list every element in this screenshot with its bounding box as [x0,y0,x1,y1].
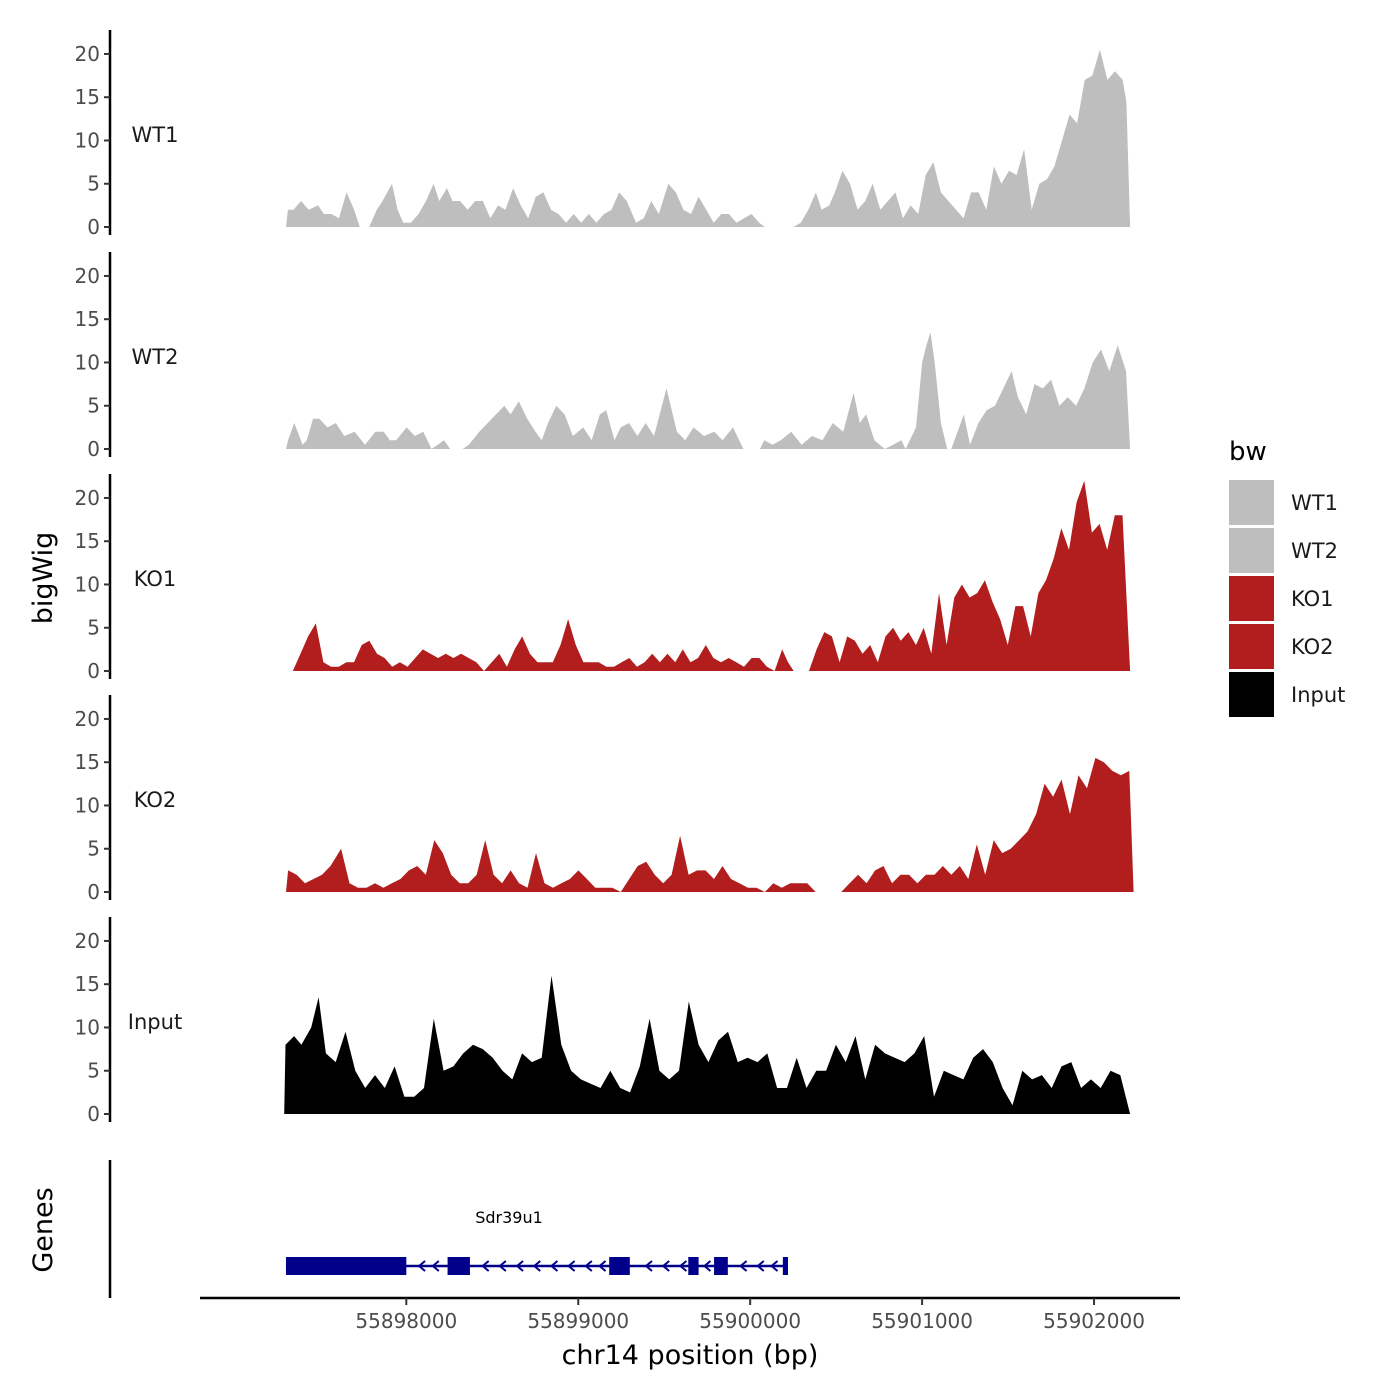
strand-arrow-icon [678,1260,688,1272]
y-tick-label: 5 [87,616,100,640]
gene-exon [782,1257,788,1275]
y-tick-label: 10 [75,128,100,152]
y-tick-label: 15 [75,85,100,109]
track-label-input: Input [128,1010,182,1034]
gene-label: Sdr39u1 [475,1208,543,1227]
track-label-wt1: WT1 [132,123,179,147]
y-tick-label: 0 [87,437,100,461]
strand-arrow-icon [417,1260,426,1272]
strand-arrow-icon [481,1260,490,1272]
strand-arrow-icon [584,1260,593,1272]
strand-arrow-icon [756,1260,765,1272]
strand-arrow-icon [598,1260,607,1272]
signal-area-wt1 [286,49,1131,227]
y-tick-label: 5 [87,837,100,861]
legend-swatch-input [1229,672,1274,717]
track-label-ko2: KO2 [134,788,177,812]
signal-area-ko1 [292,480,1131,671]
y-tick-label: 20 [75,486,100,510]
strand-arrow-icon [515,1260,524,1272]
y-tick-label: 5 [87,394,100,418]
y-tick-label: 20 [75,707,100,731]
legend-label-wt1: WT1 [1291,491,1338,515]
gene-exon [688,1257,699,1275]
y-tick-label: 10 [75,793,100,817]
y-tick-label: 20 [75,42,100,66]
y-tick-label: 15 [75,972,100,996]
x-tick-label: 55898000 [355,1309,457,1333]
y-tick-label: 20 [75,929,100,953]
y-tick-label: 15 [75,529,100,553]
track-panel-wt2: 0 5 10 15 20 WT2 [75,252,1131,461]
strand-arrow-icon [739,1260,748,1272]
track-panel-input: 0 5 10 15 20 Input [75,917,1131,1126]
strand-arrow-icon [644,1260,653,1272]
strand-arrow-icon [769,1260,779,1272]
x-tick-label: 55899000 [527,1309,629,1333]
gene-panel: Sdr39u1 [108,1160,788,1298]
strand-arrow-icon [702,1260,712,1272]
strand-arrow-icon [431,1260,440,1272]
y-axis-title: bigWig [28,532,59,625]
x-axis: 55898000 55899000 55900000 55901000 55902000 [200,1296,1180,1333]
y-tick-label: 0 [87,659,100,683]
track-panel-wt1: 0 5 10 15 20 WT1 [75,30,1131,239]
signal-area-wt2 [286,332,1131,449]
gene-exon [714,1257,728,1275]
y-tick-label: 0 [87,1102,100,1126]
strand-arrow-icon [549,1260,559,1272]
x-tick-label: 55901000 [871,1309,973,1333]
legend-swatch-wt1 [1229,480,1274,525]
legend-swatch-wt2 [1229,528,1274,573]
track-label-ko1: KO1 [134,567,177,591]
track-panel-ko2: 0 5 10 15 20 KO2 [75,695,1134,904]
track-label-wt2: WT2 [132,345,179,369]
strand-arrow-icon [498,1260,507,1272]
legend-label-ko2: KO2 [1291,635,1334,659]
y-tick-label: 5 [87,172,100,196]
strand-arrow-icon [532,1260,541,1272]
genes-panel-title: Genes [28,1187,59,1272]
gene-exon [285,1257,407,1275]
legend-label-ko1: KO1 [1291,587,1334,611]
signal-area-ko2 [286,757,1134,892]
gene-exon [447,1257,470,1275]
legend-swatch-ko2 [1229,624,1274,669]
y-tick-label: 10 [75,350,100,374]
legend-label-wt2: WT2 [1291,539,1338,563]
signal-area-input [284,975,1131,1114]
y-tick-label: 15 [75,307,100,331]
x-tick-label: 55902000 [1043,1309,1145,1333]
y-tick-label: 0 [87,880,100,904]
y-tick-label: 10 [75,1015,100,1039]
y-tick-label: 0 [87,215,100,239]
legend-swatch-ko1 [1229,576,1274,621]
y-tick-label: 5 [87,1059,100,1083]
y-tick-label: 20 [75,264,100,288]
track-panel-ko1: 0 5 10 15 20 KO1 [75,474,1131,683]
strand-arrow-icon [661,1260,670,1272]
x-axis-title: chr14 position (bp) [562,1340,819,1371]
strand-arrow-icon [567,1260,576,1272]
legend: bw WT1 WT2 KO1 KO2 Input [1229,437,1345,717]
y-tick-label: 15 [75,750,100,774]
legend-title: bw [1229,437,1267,467]
x-tick-label: 55900000 [699,1309,801,1333]
gene-exon [609,1257,630,1275]
y-tick-label: 10 [75,572,100,596]
legend-label-input: Input [1291,683,1345,707]
track-panels: 0 5 10 15 20 WT1 0 5 10 15 20 WT2 0 5 10 15 20 KO1 0 5 10 15 2… [75,30,1134,1126]
